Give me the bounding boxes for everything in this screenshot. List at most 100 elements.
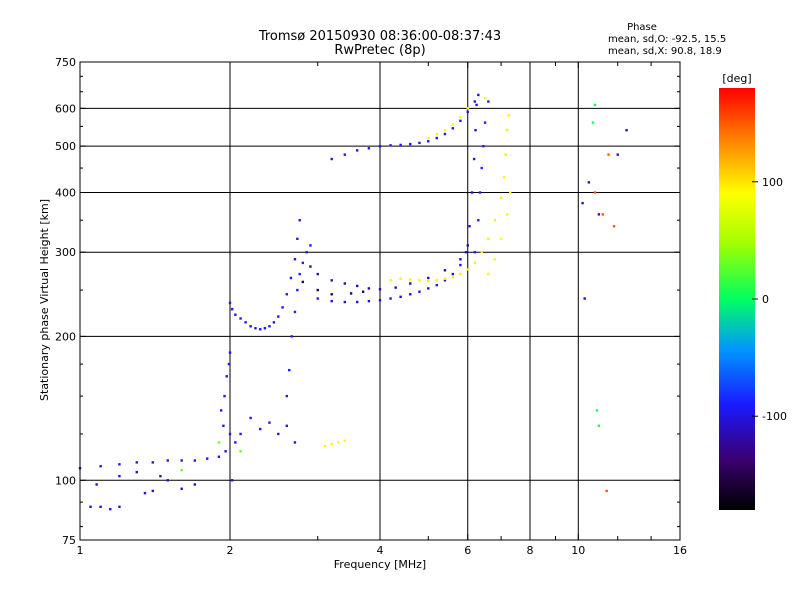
data-point [487,272,490,276]
data-point [109,507,112,511]
data-point [228,351,232,354]
data-point [587,181,591,184]
data-point [239,317,242,320]
data-point [316,297,319,300]
data-point [389,279,392,282]
data-point [459,263,462,267]
data-point [459,119,462,123]
data-point [399,143,402,147]
data-point [483,96,487,100]
data-point [601,213,605,216]
data-point [118,474,121,478]
data-point [378,288,382,291]
data-point [483,121,487,124]
data-point [409,293,412,296]
colorbar-tick-label: 0 [762,293,769,306]
data-point [505,128,509,132]
chart-title: Tromsø 20150930 08:36:00-08:37:43 [258,29,501,44]
data-point [281,306,284,309]
data-point [595,409,599,412]
y-tick-label: 750 [55,56,76,69]
data-point [323,444,327,448]
data-point [99,505,102,509]
data-point [272,321,276,324]
colorbar-tick-label: 100 [762,176,783,189]
data-point [298,272,301,276]
phase-box-o: mean, sd,O: -92.5, 15.5 [608,34,726,45]
data-point [435,283,438,287]
data-point [378,299,382,302]
data-point [435,279,438,282]
data-point [118,505,121,509]
data-point [205,457,209,460]
data-point [330,279,333,282]
data-point [466,110,469,114]
data-point [504,153,507,156]
data-point [409,142,412,146]
data-point [349,292,353,295]
data-point [151,461,155,464]
data-point [435,132,438,136]
data-point [254,327,257,330]
colorbar-ticks: 100 0 -100 [752,176,787,423]
data-point [451,127,455,130]
data-point [361,290,365,293]
data-point [309,265,312,268]
data-point [151,489,155,493]
data-point [367,147,371,150]
data-point [418,290,421,293]
data-point [605,489,608,493]
data-point [330,293,333,296]
x-tick-label: 1 [77,544,84,557]
data-point [418,141,421,145]
data-point [296,237,299,241]
data-point [612,225,616,228]
data-point [616,153,619,156]
data-point [316,288,319,292]
data-point [95,483,98,486]
data-point [228,301,232,305]
data-point [475,103,478,107]
data-point [268,421,271,424]
data-point [466,244,469,247]
y-tick-label: 200 [55,330,76,343]
data-point [480,166,483,170]
data-point [459,115,462,119]
data-point [296,288,299,292]
data-point [355,149,359,152]
data-point [389,144,392,147]
y-tick-label: 100 [55,474,76,487]
x-axis-label: Frequency [MHz] [334,558,426,571]
data-point [474,128,477,132]
data-point [230,307,234,311]
data-point [367,299,371,303]
data-point [597,213,601,216]
data-point [487,237,490,241]
data-point [293,441,297,444]
data-point [259,328,262,331]
data-point [180,468,183,472]
colorbar-tick-label: -100 [762,410,787,423]
data-point [505,213,509,216]
data-point [507,114,510,117]
data-point [418,279,421,282]
data-point [193,459,197,462]
data-point [399,277,402,280]
data-point [301,261,305,265]
data-point [427,276,430,280]
data-point [337,441,340,444]
data-point [473,251,477,254]
y-tick-label: 400 [55,186,76,199]
data-point [427,287,430,290]
data-point [230,479,234,482]
data-point [330,299,333,303]
y-tick-label: 600 [55,102,76,115]
data-point [443,269,447,272]
data-point [166,459,169,462]
data-point [234,313,237,316]
data-point [443,279,447,282]
x-tick-label: 6 [464,544,471,557]
data-point [472,157,476,161]
y-tick-label: 300 [55,246,76,259]
data-point [343,300,347,304]
